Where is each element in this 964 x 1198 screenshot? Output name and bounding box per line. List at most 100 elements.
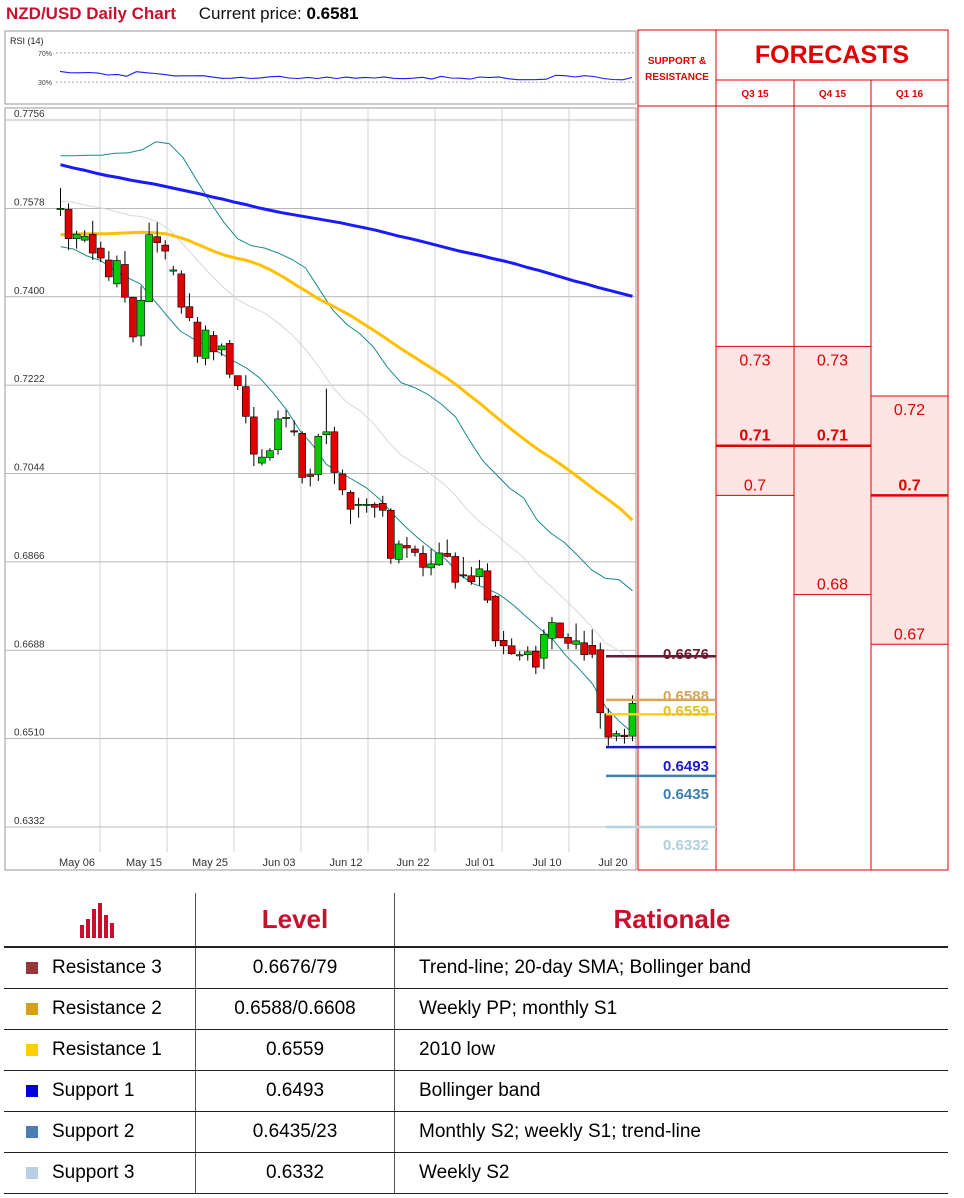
candle-body (233, 375, 242, 386)
candle-body (370, 503, 379, 508)
forecast-high-label: 0.73 (739, 352, 770, 369)
candle-body (330, 431, 339, 473)
candle-body (306, 474, 315, 477)
candle-body (250, 416, 258, 455)
x-axis-label: Jul 20 (598, 857, 627, 869)
candle-body (161, 244, 170, 252)
candle-body (459, 574, 468, 577)
level-value: 0.6493 (195, 1071, 394, 1111)
candle-body (596, 649, 605, 714)
level-value: 0.6435/23 (195, 1112, 394, 1152)
x-axis-label: May 15 (126, 857, 162, 869)
level-name-cell: Resistance 3 (4, 948, 194, 988)
forecast-range (794, 346, 871, 595)
candle-body (604, 713, 613, 738)
candle-body (572, 640, 580, 645)
level-name: Resistance 2 (52, 998, 162, 1019)
chart-header: NZD/USD Daily Chart Current price: 0.658… (6, 2, 358, 26)
candle-body (322, 431, 331, 436)
candle-body (258, 456, 266, 464)
candle-body (266, 450, 274, 458)
candle-body (451, 556, 460, 583)
candle-body (378, 502, 387, 511)
candle-body (121, 264, 129, 298)
forecast-col-label: Q4 15 (819, 89, 847, 100)
price-panel (4, 107, 637, 871)
level-rationale-cell: Weekly PP; monthly S1 (394, 989, 949, 1029)
table-row: Resistance 3 0.6676/79 Trend-line; 20-day … (4, 948, 948, 989)
level-rationale: Monthly S2; weekly S1; trend-line (419, 1121, 701, 1142)
table-header-level: Level (195, 893, 394, 946)
candle-body (467, 575, 476, 583)
candle-body (185, 306, 194, 318)
candle-body (419, 553, 427, 568)
sr-level-label: 0.6435 (663, 786, 709, 803)
candle-body (427, 563, 435, 569)
forecast-low-label: 0.7 (744, 477, 766, 494)
price-value: 0.6581 (306, 4, 359, 23)
level-rationale: 2010 low (419, 1039, 496, 1060)
price-tick-label: 0.6332 (14, 816, 45, 827)
forecast-col-label: Q3 15 (741, 89, 769, 100)
rsi-line (59, 70, 633, 81)
candle-body (96, 247, 105, 259)
x-axis-label: May 06 (59, 857, 95, 869)
level-rationale-cell: Monthly S2; weekly S1; trend-line (394, 1112, 949, 1152)
candle-body (274, 418, 282, 450)
rsi-tick-label: 30% (38, 80, 52, 87)
candle-body (225, 343, 234, 375)
level-color-swatch (26, 962, 38, 974)
level-color-swatch (26, 1003, 38, 1015)
candle-body (443, 553, 452, 557)
x-axis-label: Jun 12 (329, 857, 362, 869)
price-tick-label: 0.6688 (14, 639, 45, 650)
level-name-cell: Resistance 2 (4, 989, 194, 1029)
price-tick-label: 0.7222 (14, 374, 45, 385)
level-name-cell: Support 3 (4, 1153, 194, 1193)
x-axis-label: May 25 (192, 857, 228, 869)
candle-body (201, 329, 210, 359)
candle-body (387, 509, 395, 559)
table-row: Resistance 2 0.6588/0.6608 Weekly PP; mont… (4, 989, 948, 1030)
forecast-mid-label: 0.71 (739, 428, 770, 445)
candle-body (540, 634, 548, 659)
sr-title-line1: SUPPORT & (648, 56, 706, 67)
rsi-panel (4, 30, 637, 105)
level-rationale: Weekly S2 (419, 1162, 510, 1183)
candle-body (362, 503, 371, 506)
level-color-swatch (26, 1044, 38, 1056)
price-tick-label: 0.7756 (14, 109, 45, 120)
candle-body (217, 345, 226, 351)
sr-title-line2: RESISTANCE (645, 72, 709, 83)
table-header: Level Rationale (4, 893, 948, 948)
candle-body (499, 640, 508, 647)
level-rationale: Bollinger band (419, 1080, 541, 1101)
candle-body (177, 273, 186, 308)
candle-body (435, 552, 443, 566)
candle-body (153, 236, 161, 243)
forecast-high-label: 0.73 (817, 352, 848, 369)
sr-level-label: 0.6676 (663, 646, 709, 663)
level-name: Support 1 (52, 1080, 135, 1101)
sma20-line (60, 200, 633, 663)
forecast-panel-frame (715, 29, 949, 871)
candle-body (169, 269, 178, 272)
sr-panel-frame (637, 29, 717, 871)
bollinger-upper-line (60, 141, 633, 592)
table-row: Support 1 0.6493 Bollinger band (4, 1071, 948, 1112)
forecast-low-label: 0.68 (817, 577, 848, 594)
candle-body (88, 233, 97, 254)
bollinger-lower-line (60, 246, 633, 734)
candle-body (395, 543, 403, 560)
candle-body (403, 545, 411, 549)
level-color-swatch (26, 1085, 38, 1097)
candle-body (620, 734, 629, 737)
candle-body (475, 568, 484, 578)
forecast-low-label: 0.67 (894, 626, 925, 643)
candle-body (209, 335, 218, 353)
candle-body (129, 296, 137, 338)
chart-title: NZD/USD Daily Chart (6, 4, 177, 23)
sr-level-label: 0.6559 (663, 703, 709, 720)
candle-body (491, 595, 500, 642)
candle-body (80, 235, 89, 241)
